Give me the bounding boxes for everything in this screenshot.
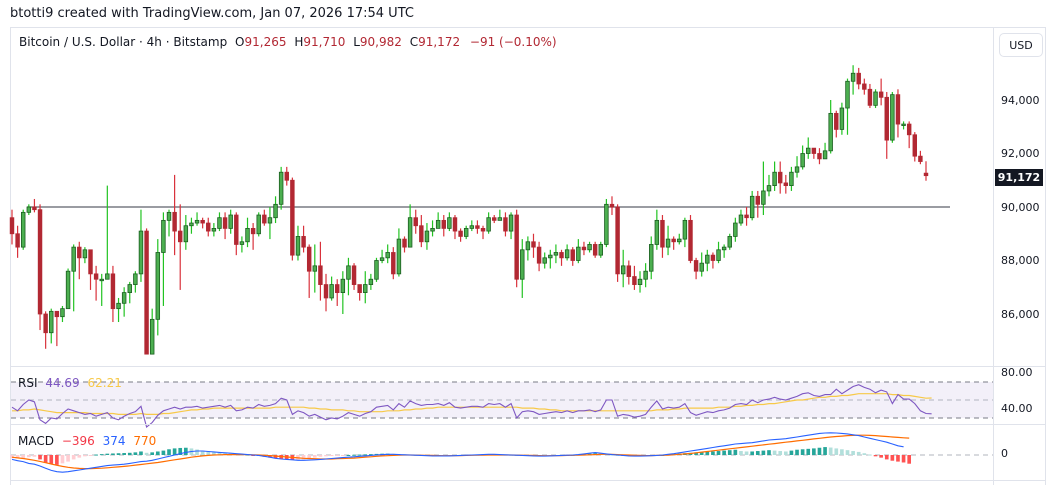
- high-value: 91,710: [303, 35, 346, 49]
- pane-separator: [10, 480, 1046, 481]
- price-tick: 92,000: [1001, 147, 1040, 160]
- price-tick: 90,000: [1001, 201, 1040, 214]
- low-label: L: [353, 35, 360, 49]
- rsi-tick: 40.00: [1001, 402, 1033, 415]
- macd-hist-value: −396: [61, 434, 95, 448]
- last-price-badge: 91,172: [995, 169, 1043, 186]
- low-value: 90,982: [359, 35, 402, 49]
- price-axis[interactable]: [993, 28, 994, 485]
- pane-separator: [10, 424, 1046, 425]
- macd-value: 374: [102, 434, 126, 448]
- change-value: −91 (−0.10%): [469, 35, 557, 49]
- rsi-label: RSI: [18, 376, 38, 390]
- open-value: 91,265: [244, 35, 287, 49]
- high-label: H: [294, 35, 304, 49]
- rsi-tick: 80.00: [1001, 366, 1033, 379]
- currency-button[interactable]: USD: [999, 33, 1043, 57]
- symbol-legend: Bitcoin / U.S. Dollar · 4h · Bitstamp O9…: [19, 35, 557, 49]
- price-tick: 86,000: [1001, 308, 1040, 321]
- price-tick: 88,000: [1001, 254, 1040, 267]
- close-value: 91,172: [418, 35, 461, 49]
- price-chart[interactable]: [0, 0, 993, 485]
- price-tick: 94,000: [1001, 94, 1040, 107]
- rsi-value: 44.69: [45, 376, 80, 390]
- pane-separator: [10, 366, 1046, 367]
- macd-signal-value: 770: [133, 434, 157, 448]
- macd-legend: MACD −396 374 770: [18, 434, 156, 448]
- open-label: O: [235, 35, 245, 49]
- rsi-legend: RSI 44.69 62.21: [18, 376, 122, 390]
- rsi-ma-value: 62.21: [87, 376, 122, 390]
- chart-credit: btotti9 created with TradingView.com, Ja…: [10, 6, 414, 21]
- close-label: C: [409, 35, 419, 49]
- symbol-name: Bitcoin / U.S. Dollar · 4h · Bitstamp: [19, 35, 228, 49]
- macd-tick: 0: [1001, 447, 1008, 460]
- chart-frame: [10, 27, 1046, 485]
- macd-label: MACD: [18, 434, 54, 448]
